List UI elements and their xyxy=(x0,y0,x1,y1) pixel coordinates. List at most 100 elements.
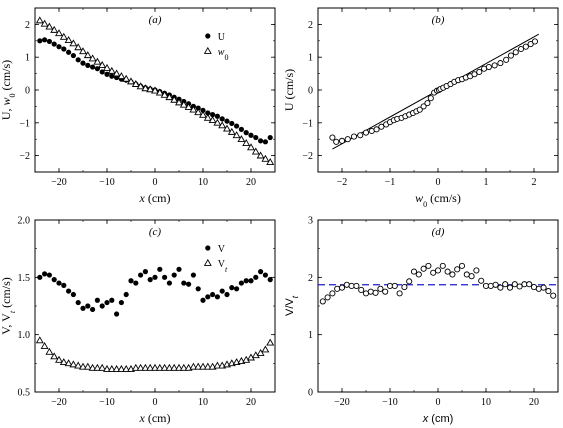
data-point xyxy=(243,130,249,136)
data-point xyxy=(473,267,480,274)
data-point xyxy=(142,269,148,275)
x-tick-label: 10 xyxy=(198,397,208,408)
data-point xyxy=(189,362,198,370)
x-tick-label: −2 xyxy=(337,177,348,188)
data-point xyxy=(227,127,236,135)
data-point xyxy=(61,282,67,288)
data-point xyxy=(248,132,254,138)
data-point xyxy=(83,362,92,370)
data-point xyxy=(427,95,434,102)
data-point xyxy=(59,32,68,40)
y-tick-label: 2 xyxy=(308,273,313,284)
data-point xyxy=(410,268,418,275)
data-point xyxy=(256,151,265,159)
data-point xyxy=(195,105,201,111)
data-point xyxy=(94,297,100,303)
data-point xyxy=(471,71,478,78)
data-point xyxy=(165,93,174,101)
data-point xyxy=(214,113,220,119)
data-point xyxy=(344,136,351,143)
x-tick-label: −10 xyxy=(99,177,115,188)
data-point xyxy=(112,364,121,372)
data-point xyxy=(37,38,43,44)
data-point xyxy=(75,299,81,306)
data-point xyxy=(64,359,73,367)
x-tick-label: 20 xyxy=(529,397,539,408)
y-tick-label: 3 xyxy=(308,216,313,227)
data-point xyxy=(512,49,519,56)
data-point xyxy=(208,116,217,124)
data-point xyxy=(117,364,126,372)
x-tick-label: 10 xyxy=(481,397,491,408)
data-point xyxy=(223,124,231,132)
x-axis-label: x (cm) xyxy=(422,413,454,425)
data-point xyxy=(497,60,504,67)
data-point xyxy=(262,139,268,145)
x-tick-label: −20 xyxy=(334,397,350,408)
x-tick-label: 0 xyxy=(153,177,158,188)
data-point xyxy=(190,272,196,278)
data-point xyxy=(200,297,206,303)
data-point xyxy=(458,262,466,269)
data-point xyxy=(424,100,431,107)
data-point xyxy=(415,271,422,278)
data-point xyxy=(138,272,144,278)
data-point xyxy=(478,277,485,284)
data-point xyxy=(362,129,370,136)
y-tick-label: 0 xyxy=(308,86,313,97)
x-tick-label: 0 xyxy=(153,397,158,408)
data-point xyxy=(258,269,264,275)
data-point xyxy=(338,284,346,291)
data-point xyxy=(90,306,96,313)
data-point xyxy=(401,284,408,291)
data-point xyxy=(109,73,115,79)
data-point xyxy=(79,362,87,370)
data-point xyxy=(213,118,222,126)
data-point xyxy=(179,363,188,371)
x-tick-label: 0 xyxy=(436,177,441,188)
data-point xyxy=(104,71,110,77)
plot-frame xyxy=(317,219,559,393)
data-point xyxy=(42,271,48,277)
data-point xyxy=(45,22,54,30)
legend: Uw0 xyxy=(203,32,228,62)
data-point xyxy=(61,46,67,52)
data-point xyxy=(66,49,72,55)
panel-label: (d) xyxy=(432,226,445,238)
x-tick-label: 20 xyxy=(246,177,256,188)
data-point xyxy=(50,25,59,33)
data-point xyxy=(219,288,225,294)
x-tick-label: −20 xyxy=(51,397,67,408)
data-point xyxy=(382,288,389,295)
data-point xyxy=(147,277,153,283)
panel-c: −20 −10 0 10 20 0.5 1.0 1.5 2.0 (c) x (cm) V, Vt (c… xyxy=(0,216,276,425)
data-point xyxy=(104,299,110,306)
data-point xyxy=(46,272,53,278)
data-point xyxy=(511,281,518,288)
y-tick-label: 0 xyxy=(25,86,30,97)
data-point xyxy=(98,60,107,68)
data-point xyxy=(420,103,427,110)
data-point xyxy=(184,102,193,110)
data-point xyxy=(165,363,174,371)
y-tick-label: 0.5 xyxy=(18,388,31,399)
data-point xyxy=(103,63,111,71)
data-point xyxy=(491,62,498,69)
data-point xyxy=(237,135,246,143)
data-point xyxy=(35,336,44,344)
data-point xyxy=(449,271,456,278)
data-point xyxy=(238,280,244,286)
data-point xyxy=(79,47,87,55)
y-tick-label: 1.5 xyxy=(18,273,31,284)
data-point xyxy=(497,284,504,291)
data-point xyxy=(267,277,273,283)
data-point xyxy=(476,68,483,76)
data-point xyxy=(51,41,57,47)
y-tick-label: 2.0 xyxy=(18,216,31,227)
data-point xyxy=(502,281,509,288)
series-Vt xyxy=(35,336,275,372)
data-point xyxy=(171,272,177,278)
data-point xyxy=(266,158,275,166)
data-point xyxy=(160,90,169,98)
data-point xyxy=(262,272,268,278)
